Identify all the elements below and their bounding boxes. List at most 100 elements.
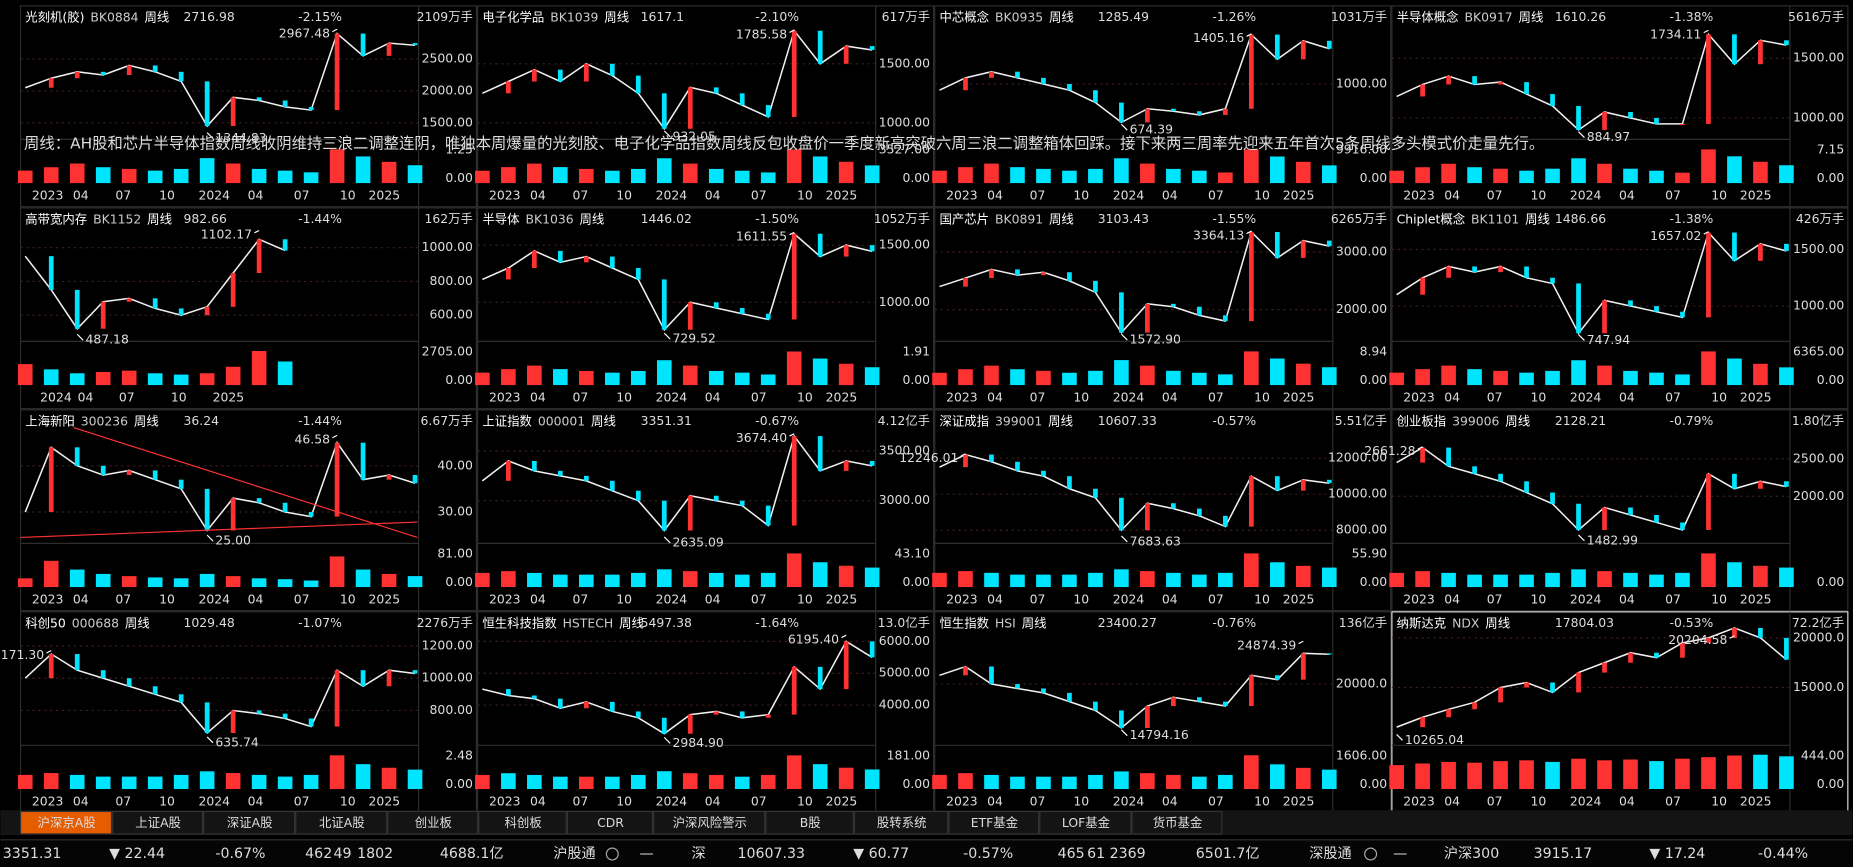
volume-bar (734, 170, 750, 184)
help-icon[interactable] (1364, 847, 1378, 861)
candle (583, 63, 589, 82)
tab-label[interactable]: ETF基金 (971, 815, 1019, 830)
volume-bar (786, 755, 802, 790)
volume-tick-label: 0.00 (1360, 574, 1388, 589)
volume-bar (864, 367, 880, 386)
candle (989, 454, 994, 462)
tab[interactable] (1131, 810, 1223, 835)
candle (100, 71, 106, 75)
panel-price: 23400.27 (1098, 615, 1157, 630)
tab-label[interactable]: 科创板 (505, 815, 542, 830)
panel-name: 电子化学品 (482, 9, 544, 24)
candle (1300, 40, 1306, 60)
tab-label[interactable]: 创业板 (415, 815, 452, 830)
panel-frame (19, 207, 478, 410)
x-tick-label: 2025 (826, 390, 858, 405)
volume-bar (381, 161, 397, 184)
help-icon[interactable] (605, 847, 619, 861)
volume-bar (708, 774, 724, 790)
tab[interactable] (948, 810, 1040, 835)
candle (360, 442, 366, 480)
volume-bar (147, 170, 163, 184)
panel-price: 3103.43 (1098, 211, 1149, 226)
volume-bar (1493, 761, 1508, 790)
low-arrow (1578, 334, 1585, 341)
tab[interactable] (653, 810, 766, 835)
high-arrow (789, 433, 795, 437)
tab-label[interactable]: 货币基金 (1153, 815, 1203, 830)
candle (334, 670, 340, 727)
tab[interactable] (765, 810, 854, 835)
x-tick-label: 07 (1487, 592, 1503, 607)
candle (1196, 697, 1202, 702)
tab-label[interactable]: B股 (800, 815, 821, 830)
panel-change: -0.67% (755, 413, 799, 428)
panel-code: 300236 (81, 413, 128, 428)
volume-bar (407, 165, 423, 184)
tab[interactable] (387, 810, 479, 835)
volume-bar (786, 149, 802, 184)
tab-label[interactable]: 北证A股 (319, 815, 365, 830)
candle (1706, 637, 1711, 643)
volume-bar (1088, 370, 1103, 386)
volume-bar (1321, 367, 1337, 386)
volume-bar (1415, 369, 1430, 386)
volume-bar (355, 764, 371, 790)
tab[interactable] (203, 810, 296, 835)
x-tick-label: 10 (1530, 188, 1546, 203)
volume-tick-label: 0.00 (1817, 574, 1845, 589)
tab-label[interactable]: CDR (597, 815, 624, 830)
x-tick-label: 2023 (946, 188, 978, 203)
tab[interactable] (1039, 810, 1132, 835)
candle (1680, 522, 1685, 530)
tab[interactable] (112, 810, 204, 835)
x-tick-label: 2023 (489, 188, 521, 203)
panel-frame (1391, 207, 1849, 410)
x-tick-label: 04 (1619, 390, 1635, 405)
candle (713, 302, 719, 309)
volume-bar (579, 776, 594, 790)
volume-bar (812, 358, 828, 386)
candle (1119, 102, 1124, 123)
volume-bar (1571, 758, 1586, 790)
panel-frame (934, 409, 1392, 612)
x-tick-label: 10 (340, 592, 356, 607)
volume-bar (95, 573, 111, 588)
candle (989, 269, 994, 278)
high-arrow (1246, 230, 1252, 235)
volume-bar (147, 577, 163, 588)
panel-heading: 半导体 BK1036 周线 (482, 211, 604, 226)
volume-bar (958, 167, 973, 184)
volume-bar (656, 771, 672, 790)
tab-label[interactable]: 沪深风险警示 (673, 815, 747, 830)
tab-label[interactable]: LOF基金 (1062, 815, 1111, 830)
volume-bar (43, 773, 59, 790)
volume-bar (43, 369, 59, 386)
panel-heading: 恒生科技指数 HSTECH 周线 (482, 615, 643, 630)
candle (1222, 515, 1228, 527)
tab-label[interactable]: 沪深京A股 (38, 815, 96, 830)
low-label: 2984.90 (673, 735, 724, 750)
tab-label[interactable]: 深证A股 (227, 815, 273, 830)
tab[interactable] (295, 810, 388, 835)
volume-bar (1166, 774, 1181, 790)
tab-label[interactable]: 上证A股 (135, 815, 181, 830)
panel-heading: 上证指数 000001 周线 (482, 413, 615, 428)
volume-bar (1192, 372, 1207, 386)
candle (1300, 653, 1306, 680)
tab[interactable] (853, 810, 949, 835)
low-arrow (1120, 535, 1128, 543)
tab[interactable] (478, 810, 567, 835)
candle (1550, 682, 1555, 693)
tab-label[interactable]: 股转系统 (877, 815, 927, 830)
panel-change: -1.26% (1212, 9, 1256, 24)
volume-bar (303, 580, 319, 588)
tab[interactable] (19, 810, 113, 835)
volume-bar (121, 370, 137, 386)
candle (1171, 697, 1176, 707)
x-tick-label: 07 (751, 188, 767, 203)
price-line (24, 32, 416, 128)
x-tick-label: 04 (1444, 390, 1460, 405)
tab[interactable] (566, 810, 654, 835)
volume-bar (17, 170, 33, 184)
